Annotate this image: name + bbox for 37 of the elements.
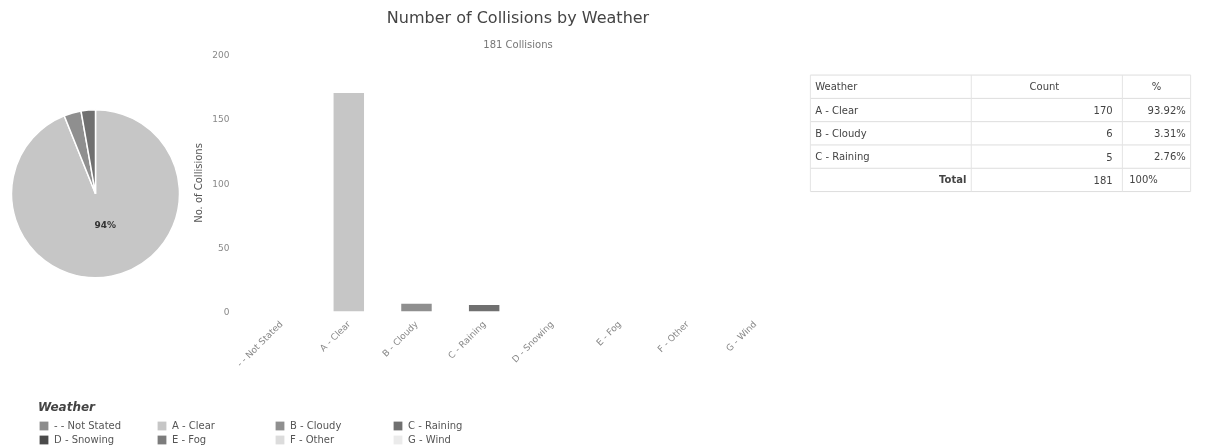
category-label: B - Cloudy xyxy=(815,127,867,139)
x-tick-label: E - Fog xyxy=(594,318,624,348)
text: 100% xyxy=(1129,174,1158,186)
legend-label: F - Other xyxy=(290,433,336,445)
data-label: 2.76% xyxy=(1153,151,1186,163)
chart-subtitle: 181 Collisions xyxy=(483,38,553,50)
legend-title: Weather xyxy=(38,400,97,414)
bar xyxy=(468,305,500,312)
text: 181 xyxy=(1093,174,1113,186)
legend-label: B - Cloudy xyxy=(290,419,343,431)
text: % xyxy=(1151,81,1162,93)
bar xyxy=(401,303,432,312)
data-label: 94% xyxy=(94,220,117,231)
text: 6 xyxy=(1106,128,1113,140)
legend-label: C - Raining xyxy=(408,419,464,431)
category-label: C - Raining xyxy=(815,151,870,163)
y-tick-label: 100 xyxy=(212,178,230,189)
text: Count xyxy=(1029,81,1060,93)
legend-label: A - Clear xyxy=(172,419,216,431)
y-tick-label: 150 xyxy=(212,114,230,125)
category-label: A - Clear xyxy=(815,104,860,116)
text: 5 xyxy=(1106,151,1113,163)
data-label: 3.31% xyxy=(1153,127,1186,139)
chart-title: Number of Collisions by Weather xyxy=(386,7,650,27)
y-tick-label: 50 xyxy=(218,242,230,253)
text: Weather xyxy=(815,81,859,93)
text: 170 xyxy=(1093,105,1113,117)
legend-label: E - Fog xyxy=(172,433,208,445)
y-axis-title: No. of Collisions xyxy=(193,143,205,223)
y-tick-label: 0 xyxy=(223,307,230,317)
data-label: 93.92% xyxy=(1147,104,1186,116)
legend-label: G - Wind xyxy=(408,433,452,445)
text: Total xyxy=(939,174,967,186)
legend-label: - - Not Stated xyxy=(54,419,123,431)
bar xyxy=(333,93,365,312)
legend-label: D - Snowing xyxy=(54,433,116,445)
y-tick-label: 200 xyxy=(212,50,230,60)
